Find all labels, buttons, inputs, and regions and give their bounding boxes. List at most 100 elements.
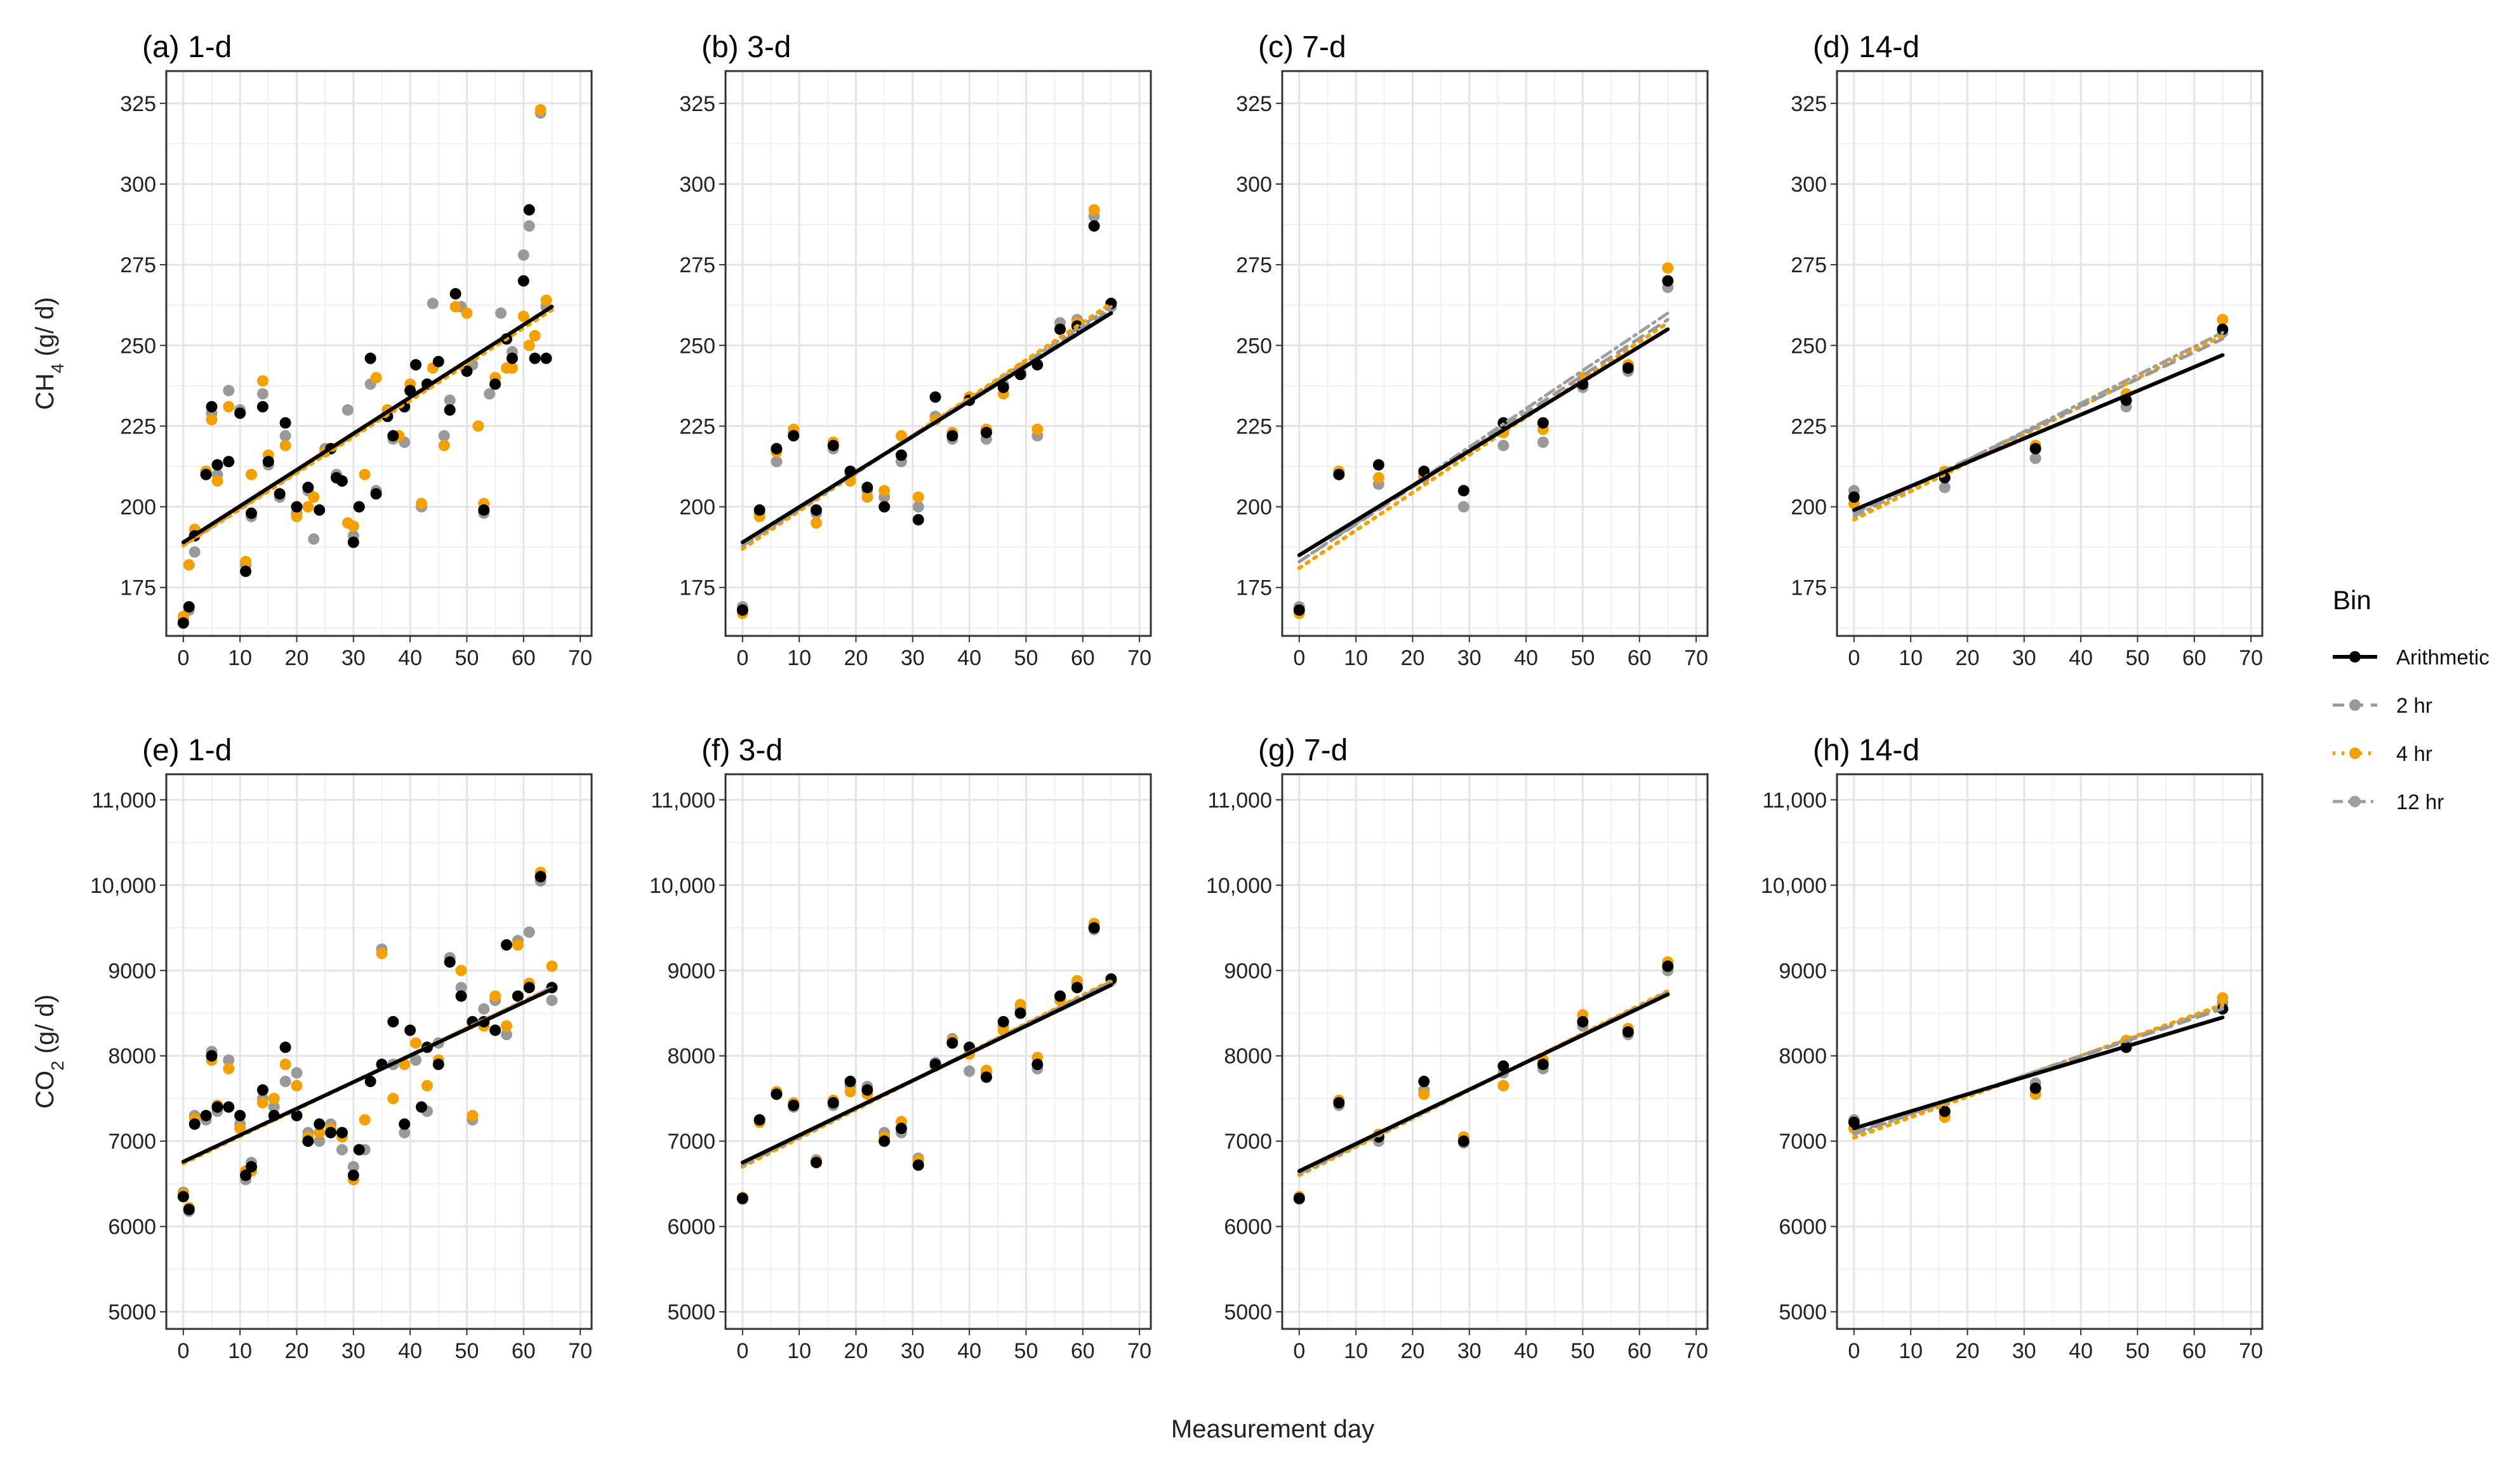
regression-line	[1297, 320, 1670, 571]
data-point	[895, 1123, 907, 1135]
data-point	[279, 1076, 291, 1088]
data-point	[416, 1101, 427, 1113]
data-point	[234, 407, 246, 419]
x-tick-label: 40	[1514, 646, 1538, 670]
x-tick-label: 40	[2069, 646, 2093, 670]
data-point	[387, 1015, 399, 1027]
data-point	[2217, 992, 2229, 1004]
data-point	[455, 982, 467, 994]
y-tick-label: 5000	[667, 1300, 715, 1324]
data-point	[1333, 1097, 1345, 1109]
data-point	[211, 1101, 223, 1113]
data-point	[387, 430, 399, 442]
data-point	[489, 378, 501, 390]
y-tick-label: 175	[1791, 576, 1827, 600]
data-point	[1537, 417, 1549, 429]
data-point	[308, 491, 320, 503]
y-axis-label: CO2 (g/ d)	[31, 994, 67, 1109]
panel-title: (f) 3-d	[701, 734, 783, 767]
x-tick-label: 40	[1514, 1339, 1538, 1363]
panel-title: (c) 7-d	[1258, 30, 1346, 64]
x-tick-label: 60	[1071, 646, 1095, 670]
data-point	[1622, 362, 1634, 374]
x-tick-label: 60	[1628, 1339, 1652, 1363]
plot-area	[726, 774, 1151, 1329]
x-tick-label: 70	[1684, 646, 1708, 670]
data-point	[432, 355, 444, 367]
x-tick-label: 10	[1899, 1339, 1923, 1363]
data-point	[540, 294, 552, 307]
data-point	[206, 414, 218, 426]
data-point	[223, 400, 235, 413]
data-point	[268, 1101, 280, 1113]
x-tick-label: 40	[957, 1339, 981, 1363]
y-tick-label: 10,000	[1761, 874, 1827, 898]
data-point	[1939, 482, 1951, 494]
data-point	[268, 1092, 280, 1104]
data-point	[223, 1101, 235, 1113]
x-tick-label: 60	[512, 646, 536, 670]
data-point	[1939, 1106, 1951, 1118]
data-point	[246, 468, 257, 480]
x-tick-label: 10	[1344, 1339, 1368, 1363]
data-point	[234, 1109, 246, 1121]
data-point	[1088, 220, 1100, 232]
x-tick-label: 20	[285, 1339, 309, 1363]
data-point	[879, 1135, 891, 1147]
data-point	[211, 459, 223, 471]
data-point	[912, 1159, 924, 1171]
data-point	[946, 1037, 958, 1049]
plot-area	[1282, 774, 1708, 1329]
y-tick-label: 250	[1791, 334, 1827, 358]
data-point	[325, 1126, 337, 1139]
data-point	[359, 1114, 371, 1126]
data-point	[455, 990, 467, 1002]
data-point	[1457, 501, 1469, 513]
x-tick-label: 0	[736, 1339, 748, 1363]
data-point	[810, 504, 822, 516]
data-point	[347, 536, 359, 548]
x-tick-label: 10	[228, 646, 252, 670]
y-tick-label: 275	[679, 253, 715, 277]
data-point	[399, 1126, 411, 1139]
regression-line	[740, 983, 1113, 1165]
data-point	[810, 517, 822, 529]
y-tick-label: 175	[120, 576, 156, 600]
data-point	[1293, 604, 1305, 616]
data-point	[861, 482, 873, 494]
x-tick-label: 30	[1457, 646, 1482, 670]
data-point	[223, 456, 235, 468]
data-point	[314, 1118, 326, 1130]
data-point	[1372, 459, 1384, 471]
panel-1: 0 10 20 30 40 50 60 70 175 200 225 250 275 300 325 (a) …	[31, 30, 593, 670]
y-tick-label: 275	[1791, 253, 1827, 277]
data-point	[291, 1109, 303, 1121]
data-point	[484, 388, 496, 400]
data-point	[246, 507, 257, 519]
y-tick-label: 225	[679, 414, 715, 439]
data-point	[314, 1135, 326, 1147]
x-tick-label: 30	[2012, 646, 2036, 670]
x-tick-label: 0	[1293, 646, 1305, 670]
data-point	[342, 404, 354, 416]
y-tick-label: 325	[1791, 92, 1827, 116]
data-point	[912, 513, 924, 525]
x-tick-label: 10	[787, 1339, 811, 1363]
data-point	[523, 204, 535, 216]
x-tick-label: 70	[1684, 1339, 1708, 1363]
y-tick-label: 6000	[667, 1215, 715, 1239]
y-tick-label: 200	[1236, 496, 1272, 520]
data-point	[336, 1126, 348, 1139]
data-point	[336, 1144, 348, 1156]
data-point	[1418, 1076, 1430, 1088]
x-tick-label: 60	[1071, 1339, 1095, 1363]
data-point	[291, 1079, 303, 1092]
data-point	[753, 1114, 766, 1126]
panel-title: (b) 3-d	[701, 30, 791, 64]
data-point	[189, 1118, 201, 1130]
y-tick-label: 9000	[667, 959, 715, 983]
regression-line	[1852, 353, 2225, 512]
data-point	[370, 488, 382, 500]
data-point	[929, 391, 941, 403]
